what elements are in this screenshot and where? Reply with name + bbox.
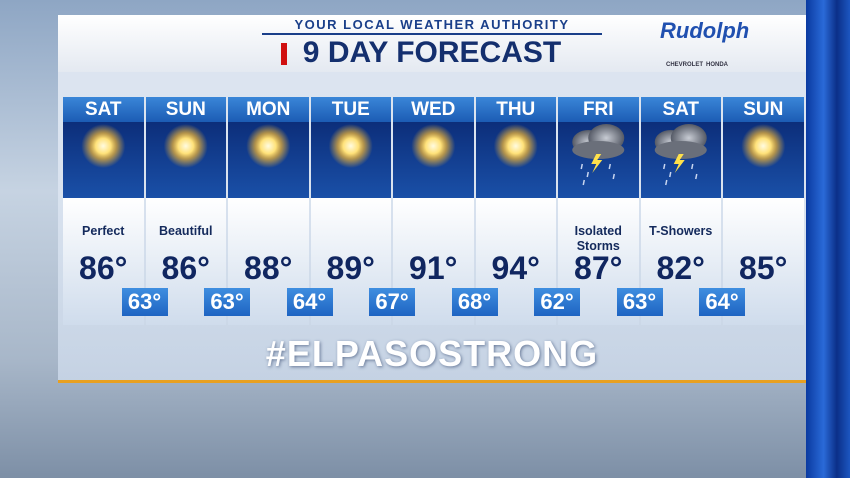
title-mark bbox=[281, 43, 287, 65]
day-header: SAT bbox=[640, 97, 721, 122]
low-temp: 64° bbox=[286, 288, 333, 316]
weather-icon bbox=[246, 124, 291, 168]
high-temp: 94° bbox=[491, 250, 540, 286]
weather-icon bbox=[163, 124, 208, 168]
day-header: WED bbox=[393, 97, 474, 122]
high-temp: 85° bbox=[739, 250, 788, 286]
condition: Perfect bbox=[82, 224, 125, 238]
brand: HONDA bbox=[706, 62, 728, 68]
low-temp: 63° bbox=[616, 288, 663, 316]
high-temp: 87° bbox=[574, 250, 623, 286]
weather-icon bbox=[81, 124, 126, 168]
low-temp: 63° bbox=[204, 288, 250, 316]
high-temp: 86° bbox=[161, 250, 210, 286]
condition: T-Showers bbox=[649, 224, 713, 238]
low-temp: 68° bbox=[451, 288, 498, 316]
title-rule bbox=[262, 33, 602, 35]
day-header: TUE bbox=[310, 97, 391, 122]
accent-line bbox=[58, 380, 806, 383]
tagline: YOUR LOCAL WEATHER AUTHORITY bbox=[294, 17, 570, 32]
day-header: SUN bbox=[723, 97, 804, 122]
day-header: FRI bbox=[558, 97, 639, 122]
hashtag: #ELPASOSTRONG bbox=[265, 333, 599, 374]
low-temp: 63° bbox=[121, 288, 168, 316]
low-temp: 62° bbox=[534, 288, 580, 316]
side-bars bbox=[806, 0, 850, 478]
high-temp: 91° bbox=[409, 250, 458, 286]
high-temp: 82° bbox=[656, 250, 705, 286]
weather-icon bbox=[411, 124, 456, 168]
weather-icon bbox=[741, 124, 786, 168]
low-temp: 67° bbox=[369, 288, 415, 316]
high-temp: 89° bbox=[326, 250, 375, 286]
weather-icon bbox=[493, 124, 538, 168]
sponsor: Rudolph bbox=[660, 18, 750, 43]
weather-icon bbox=[654, 123, 708, 186]
title: 9 DAY FORECAST bbox=[302, 36, 562, 69]
high-temp: 88° bbox=[244, 250, 293, 286]
day-header: MON bbox=[228, 97, 309, 122]
weather-icon bbox=[328, 124, 373, 168]
header bbox=[58, 15, 806, 72]
condition: Beautiful bbox=[159, 224, 213, 238]
high-temp: 86° bbox=[79, 250, 128, 286]
day-header: SAT bbox=[63, 97, 144, 122]
day-header: THU bbox=[475, 97, 556, 122]
weather-icon bbox=[571, 123, 625, 186]
condition: Isolated Storms bbox=[574, 224, 622, 253]
day-header: SUN bbox=[145, 97, 226, 122]
brand: CHEVROLET bbox=[666, 62, 704, 68]
low-temp: 64° bbox=[699, 288, 745, 316]
